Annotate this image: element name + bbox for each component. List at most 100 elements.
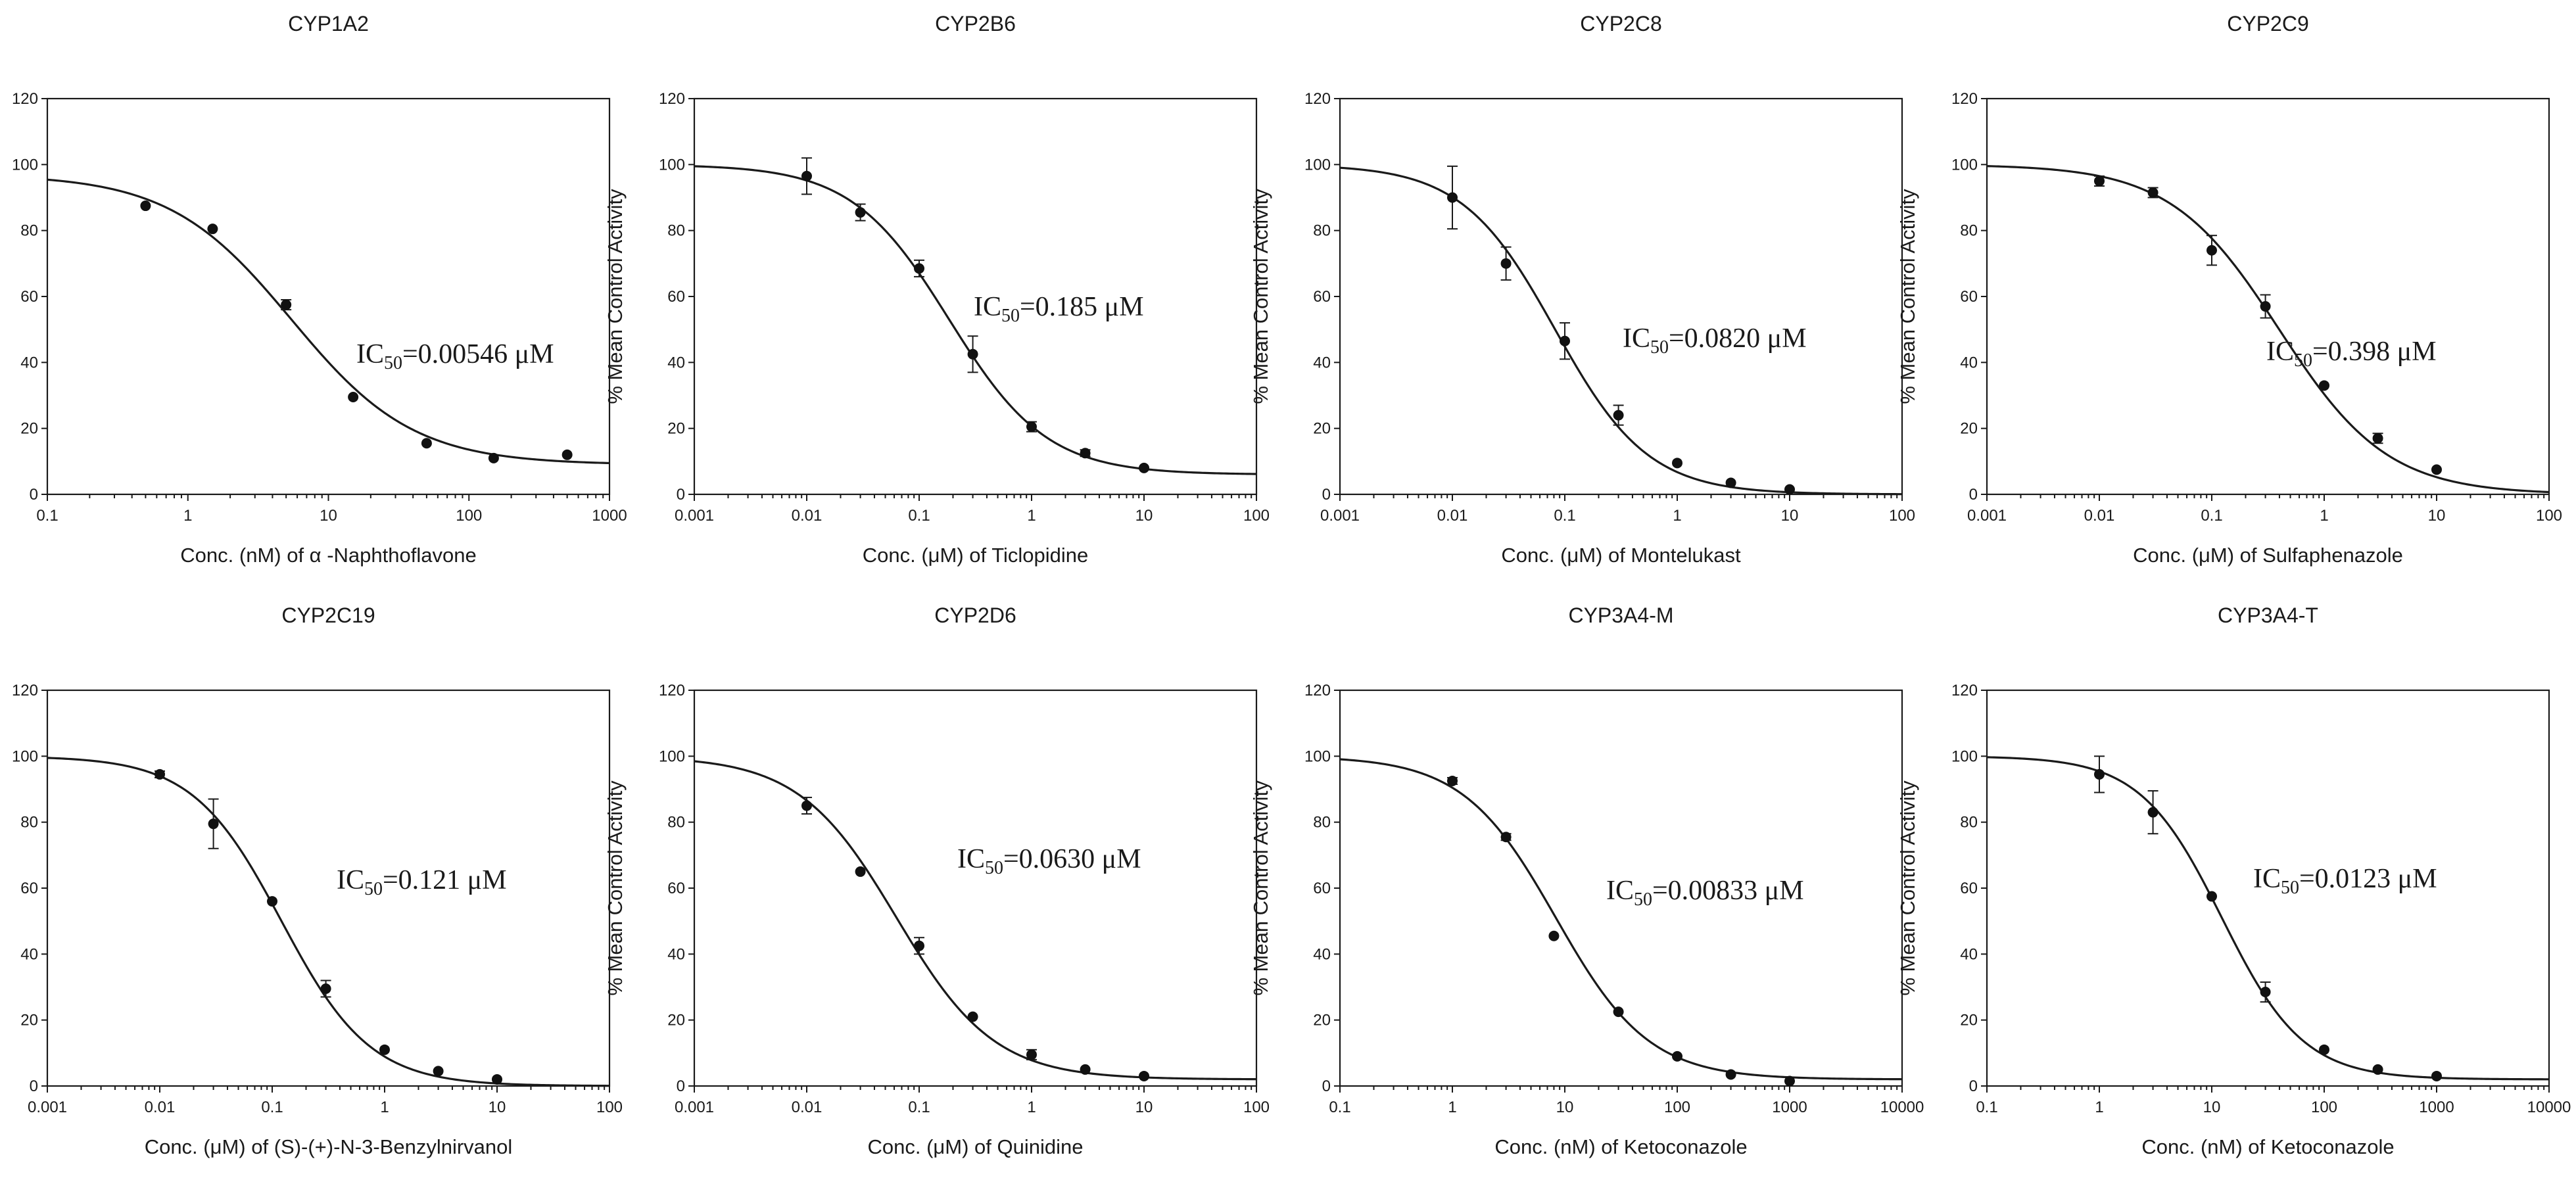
y-axis-label: % Mean Control Activity	[1896, 189, 1919, 404]
x-axis-label: Conc. (μM) of (S)-(+)-N-3-Benzylnirvanol	[145, 1135, 513, 1158]
x-tick-label: 0.1	[261, 1098, 283, 1116]
x-tick-label: 100	[1243, 507, 1270, 525]
data-point	[1026, 1049, 1037, 1060]
panel-cyp3a4-t: CYP3A4-T 0 20 40 60 80 100 120 0.1 1 10 100 1000 1000…	[1896, 603, 2571, 1158]
y-axis-label: % Mean Control Activity	[1249, 780, 1272, 996]
x-tick-label: 1	[1027, 1098, 1036, 1116]
data-point	[2260, 301, 2271, 312]
x-tick-label: 1	[1027, 507, 1036, 525]
y-tick-label: 60	[667, 880, 685, 897]
x-tick-label: 0.001	[1967, 507, 2007, 525]
x-tick-label: 0.001	[675, 507, 714, 525]
data-point	[2094, 176, 2105, 187]
y-tick-label: 80	[667, 814, 685, 832]
x-tick-label: 1	[380, 1098, 389, 1116]
data-point	[281, 299, 292, 310]
data-point	[1560, 335, 1570, 346]
y-tick-label: 40	[20, 354, 38, 371]
x-tick-label: 0.01	[792, 1098, 823, 1116]
x-tick-label: 1000	[592, 507, 627, 525]
x-axis-label: Conc. (nM) of α -Naphthoflavone	[180, 544, 476, 567]
data-point	[914, 263, 924, 274]
data-point	[914, 940, 924, 951]
fit-curve	[1339, 166, 1903, 496]
y-tick-label: 100	[1951, 156, 1978, 174]
x-tick-label: 0.1	[1976, 1098, 1997, 1116]
x-tick-label: 0.1	[908, 1098, 930, 1116]
y-tick-label: 120	[12, 90, 38, 108]
data-point	[1139, 1070, 1149, 1081]
panel-title: CYP3A4-T	[2218, 603, 2318, 627]
ic50-label: IC50=0.185 μM	[974, 292, 1144, 326]
data-point	[155, 768, 165, 780]
x-axis-label: Conc. (μM) of Quinidine	[868, 1135, 1084, 1158]
fit-curve	[694, 760, 1257, 1081]
y-tick-label: 40	[1960, 354, 1978, 371]
panel-cyp2d6: CYP2D6 0 20 40 60 80 100 120 0.001 0.01 0.1 1 10 100 C…	[604, 603, 1270, 1158]
y-tick-label: 80	[20, 222, 38, 240]
data-point	[267, 896, 277, 907]
panel-cyp1a2: CYP1A2 0 20 40 60 80 100 120 0.1 1 10 100 1000 Conc. …	[12, 12, 627, 567]
x-tick-label: 10	[2428, 507, 2446, 525]
y-tick-label: 100	[1304, 156, 1331, 174]
ic50-label: IC50=0.121 μM	[337, 865, 507, 899]
data-point	[1613, 410, 1624, 421]
data-point	[1139, 462, 1149, 473]
data-point	[855, 207, 866, 218]
data-point	[379, 1044, 390, 1055]
data-point	[2319, 380, 2329, 391]
y-tick-label: 120	[1304, 682, 1331, 699]
data-point	[1080, 448, 1091, 459]
data-point	[433, 1066, 444, 1077]
x-tick-label: 10	[2203, 1098, 2221, 1116]
data-point	[2147, 187, 2159, 198]
y-tick-label: 40	[20, 945, 38, 963]
x-tick-label: 10	[489, 1098, 506, 1116]
x-tick-label: 1	[2095, 1098, 2103, 1116]
data-point	[801, 170, 812, 181]
x-axis-label: Conc. (μM) of Sulfaphenazole	[2133, 544, 2403, 567]
y-tick-label: 60	[20, 288, 38, 306]
data-point	[1548, 930, 1560, 941]
data-point	[2372, 1064, 2383, 1075]
ic50-label: IC50=0.0123 μM	[2253, 864, 2437, 898]
x-tick-label: 0.1	[2201, 507, 2222, 525]
y-tick-label: 120	[1951, 90, 1978, 108]
data-point	[348, 392, 359, 403]
data-point	[207, 224, 218, 235]
panel-cyp2c19: CYP2C19 0 20 40 60 80 100 120 0.001 0.01 0.1 1 10 100…	[12, 603, 623, 1158]
y-tick-label: 60	[1313, 288, 1331, 306]
y-tick-label: 40	[1313, 354, 1331, 371]
y-tick-label: 60	[20, 880, 38, 897]
x-tick-label: 10000	[2527, 1098, 2571, 1116]
y-tick-label: 80	[1313, 814, 1331, 832]
x-tick-label: 0.01	[792, 507, 823, 525]
y-tick-label: 40	[1960, 945, 1978, 963]
y-tick-label: 20	[667, 1012, 685, 1029]
y-tick-label: 40	[1313, 945, 1331, 963]
x-tick-label: 1	[1673, 507, 1681, 525]
ic50-label: IC50=0.0820 μM	[1623, 323, 1807, 358]
y-tick-label: 0	[1969, 486, 1978, 504]
ic50-label: IC50=0.0630 μM	[957, 844, 1141, 878]
data-point	[1784, 484, 1795, 495]
data-point	[1784, 1075, 1795, 1087]
y-tick-label: 20	[1960, 420, 1978, 438]
ic50-label: IC50=0.398 μM	[2266, 337, 2437, 371]
y-tick-label: 20	[20, 1012, 38, 1029]
data-point	[1725, 1069, 1736, 1080]
data-point	[2147, 807, 2159, 818]
x-tick-label: 100	[1243, 1098, 1270, 1116]
panel-title: CYP3A4-M	[1568, 603, 1673, 627]
x-tick-label: 0.001	[675, 1098, 714, 1116]
x-tick-label: 100	[596, 1098, 623, 1116]
plot-frame	[1986, 97, 2550, 496]
ic50-label: IC50=0.00546 μM	[356, 339, 554, 373]
y-tick-label: 0	[30, 486, 38, 504]
data-point	[1500, 832, 1512, 843]
data-point	[2431, 1070, 2442, 1081]
x-tick-label: 100	[1664, 1098, 1690, 1116]
data-point	[421, 438, 432, 449]
y-axis-label: % Mean Control Activity	[604, 189, 627, 404]
